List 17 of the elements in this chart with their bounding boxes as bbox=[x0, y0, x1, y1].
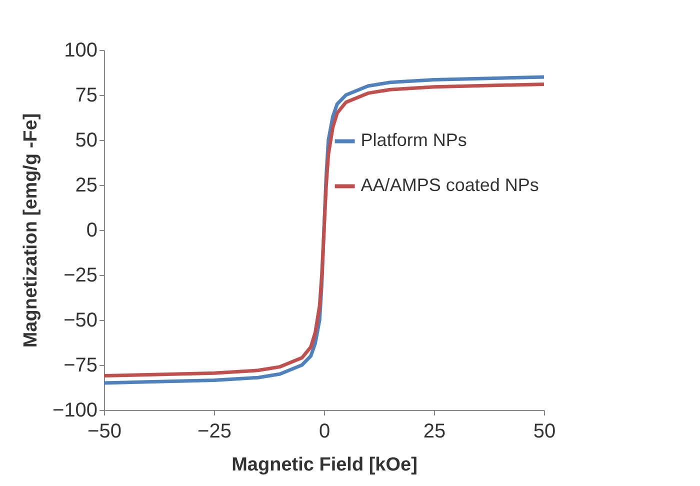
y-axis-title: Magnetization [emg/g -Fe] bbox=[20, 113, 42, 348]
x-tick-label: 25 bbox=[423, 420, 446, 442]
x-axis-title: Magnetic Field [kOe] bbox=[232, 454, 418, 476]
y-tick-label: −100 bbox=[52, 400, 98, 422]
y-tick-label: 0 bbox=[86, 220, 98, 242]
y-tick-label: 50 bbox=[75, 130, 98, 152]
y-tick-label: −75 bbox=[64, 354, 98, 376]
legend-label: Platform NPs bbox=[360, 130, 467, 150]
y-tick-label: 75 bbox=[75, 84, 98, 106]
y-tick-label: −25 bbox=[64, 264, 98, 286]
y-tick-label: 25 bbox=[75, 174, 98, 196]
legend-label: AA/AMPS coated NPs bbox=[360, 175, 539, 196]
x-tick-label: 50 bbox=[533, 420, 556, 442]
y-tick-label: 100 bbox=[64, 40, 98, 62]
x-tick-label: −25 bbox=[198, 420, 232, 442]
x-tick-label: 0 bbox=[318, 420, 330, 442]
y-tick-label: −50 bbox=[64, 310, 98, 332]
